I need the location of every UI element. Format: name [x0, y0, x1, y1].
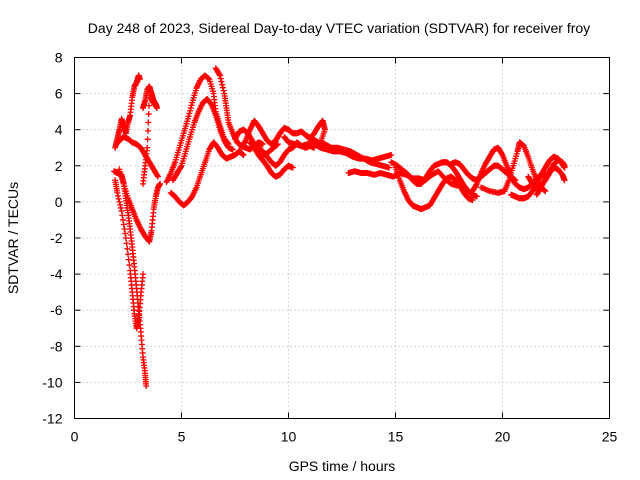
series-arc-25	[533, 157, 568, 198]
series-arc-18	[388, 159, 480, 200]
data-point	[219, 81, 226, 88]
y-tick-label: 6	[55, 86, 63, 102]
x-tick-label: 15	[388, 429, 404, 445]
data-point	[289, 164, 296, 171]
data-point	[122, 230, 129, 237]
data-point	[274, 141, 281, 148]
data-point	[119, 212, 126, 219]
data-point	[144, 127, 151, 134]
data-point	[125, 251, 131, 258]
chart-title: Day 248 of 2023, Sidereal Day-to-day VTE…	[88, 20, 590, 36]
data-point	[154, 173, 161, 180]
data-marks	[111, 65, 568, 390]
data-point	[114, 189, 121, 196]
series-arc-19	[392, 164, 476, 213]
axis-ticks: 0 5 10 15 20 25 -12 -10 -8 -6 -4 -2 0 2 4 6 8	[42, 50, 617, 445]
data-point	[116, 198, 123, 205]
series-arc-9	[163, 72, 232, 186]
data-point	[146, 94, 153, 101]
data-point	[498, 150, 505, 157]
data-point	[217, 75, 224, 82]
data-point	[125, 256, 132, 263]
data-point	[145, 111, 152, 118]
data-point	[120, 216, 127, 223]
data-point	[122, 235, 129, 241]
data-point	[123, 240, 130, 247]
x-tick-label: 10	[281, 429, 297, 445]
series-arc-10	[212, 65, 266, 153]
data-point	[224, 140, 231, 147]
grid	[74, 57, 610, 419]
data-point	[126, 262, 133, 269]
data-point	[145, 119, 152, 126]
data-point	[542, 188, 549, 195]
y-tick-label: -6	[50, 302, 63, 318]
data-point	[117, 201, 124, 208]
y-tick-label: -2	[50, 230, 63, 246]
y-tick-label: -12	[42, 411, 62, 427]
data-point	[217, 72, 224, 79]
data-point	[225, 141, 232, 148]
data-point	[240, 151, 247, 158]
data-point	[121, 225, 128, 232]
data-point	[117, 204, 124, 211]
data-point	[154, 172, 161, 179]
y-tick-label: -8	[50, 338, 63, 354]
y-tick-label: 0	[55, 194, 63, 210]
x-tick-label: 0	[71, 429, 79, 445]
data-point	[139, 271, 146, 278]
data-point	[229, 146, 236, 153]
data-point	[218, 78, 225, 85]
series-arc-16	[302, 132, 393, 171]
y-tick-label: 8	[55, 50, 63, 66]
y-axis-label: SDTVAR / TECUs	[5, 182, 21, 294]
series-arc-7	[167, 139, 247, 209]
series-arc-4	[112, 177, 146, 332]
data-point	[220, 87, 227, 94]
data-point	[187, 107, 194, 114]
data-point	[188, 102, 195, 109]
data-point	[115, 195, 122, 202]
data-point	[184, 115, 191, 122]
data-point	[186, 110, 193, 117]
data-point	[120, 221, 127, 228]
y-tick-label: 2	[55, 158, 63, 174]
x-tick-label: 5	[178, 429, 186, 445]
y-tick-label: 4	[55, 122, 63, 138]
data-point	[139, 180, 146, 187]
x-axis-label: GPS time / hours	[289, 458, 396, 474]
data-point	[259, 141, 266, 148]
data-point	[187, 105, 194, 112]
data-point	[386, 164, 393, 171]
series-arc-6	[139, 83, 160, 187]
data-point	[185, 113, 192, 120]
data-point	[143, 383, 150, 390]
data-point	[469, 197, 476, 204]
data-point	[473, 193, 480, 200]
series-arc-5	[116, 166, 164, 245]
data-point	[115, 192, 122, 199]
data-point	[124, 245, 131, 252]
y-tick-label: -4	[50, 266, 63, 282]
data-point	[561, 162, 568, 169]
y-tick-label: -10	[42, 374, 62, 390]
x-tick-label: 25	[602, 429, 618, 445]
x-tick-label: 20	[495, 429, 511, 445]
data-point	[561, 177, 568, 184]
data-point	[473, 182, 480, 189]
data-point	[157, 180, 164, 187]
series-arc-2	[113, 133, 161, 180]
data-point	[388, 151, 395, 158]
data-point	[118, 207, 125, 214]
data-point	[219, 84, 226, 91]
data-point	[136, 76, 143, 83]
data-point	[177, 164, 184, 171]
data-point	[146, 102, 153, 109]
data-point	[216, 71, 223, 78]
data-point	[144, 136, 151, 143]
